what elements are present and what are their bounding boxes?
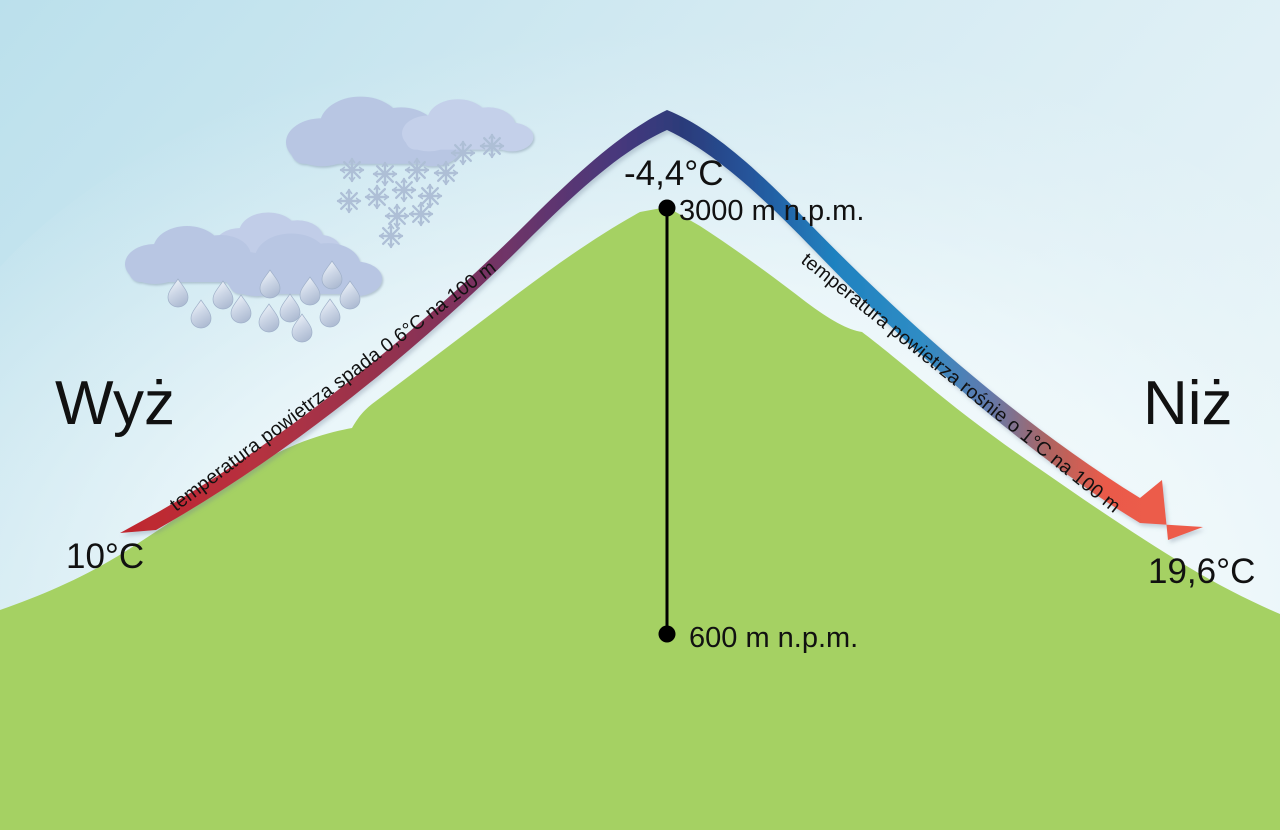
snowflake-icon [433,160,459,186]
snowflake-icon [372,161,398,187]
snowflake-icon [450,140,476,166]
snowflake-icon [408,201,434,227]
high-pressure-label: Wyż [55,369,175,438]
low-pressure-label: Niż [1143,369,1233,438]
snowflake-icon [378,223,404,249]
windward-base-temperature: 10°C [66,537,144,576]
snowflake-icon [384,203,410,229]
snowflake-icon [404,157,430,183]
altitude-measure-line [658,199,676,643]
summit-altitude-label: 3000 m n.p.m. [679,195,864,227]
snowflake-icon [336,188,362,214]
mountain-silhouette [0,207,1280,830]
leeward-base-temperature: 19,6°C [1148,552,1255,591]
altitude-marker-dot [658,625,676,643]
altitude-marker-dot [658,199,676,217]
summit-temperature: -4,4°C [624,154,724,193]
snowflake-icon [479,133,505,159]
base-altitude-label: 600 m n.p.m. [689,622,858,654]
snowflake-icon [391,177,417,203]
snowflake-icon [364,184,390,210]
snowflake-icon [339,157,365,183]
